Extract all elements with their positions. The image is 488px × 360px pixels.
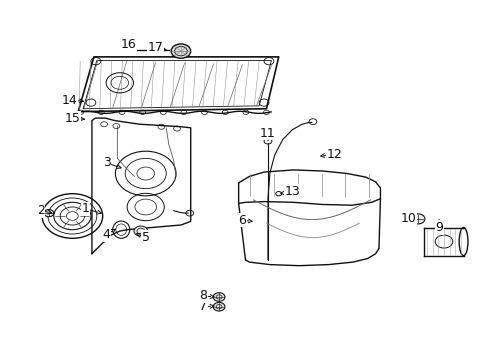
Circle shape — [44, 210, 54, 217]
Circle shape — [213, 302, 224, 311]
Circle shape — [171, 44, 190, 58]
Text: 14: 14 — [61, 94, 77, 107]
Text: 5: 5 — [142, 231, 149, 244]
Text: 2: 2 — [37, 204, 44, 217]
Text: 16: 16 — [120, 39, 136, 51]
Text: 4: 4 — [102, 228, 110, 241]
Text: 8: 8 — [199, 289, 206, 302]
Text: 6: 6 — [238, 214, 245, 227]
Text: 3: 3 — [102, 156, 110, 169]
Text: 1: 1 — [81, 202, 89, 215]
Text: 10: 10 — [400, 212, 415, 225]
Text: 12: 12 — [326, 148, 342, 161]
Circle shape — [134, 226, 147, 236]
Text: 9: 9 — [434, 221, 442, 234]
Circle shape — [213, 293, 224, 301]
Text: 7: 7 — [199, 300, 206, 313]
Text: 17: 17 — [147, 41, 163, 54]
Circle shape — [410, 214, 424, 224]
Text: 15: 15 — [64, 112, 80, 125]
Text: 13: 13 — [284, 185, 300, 198]
Text: 11: 11 — [260, 127, 275, 140]
